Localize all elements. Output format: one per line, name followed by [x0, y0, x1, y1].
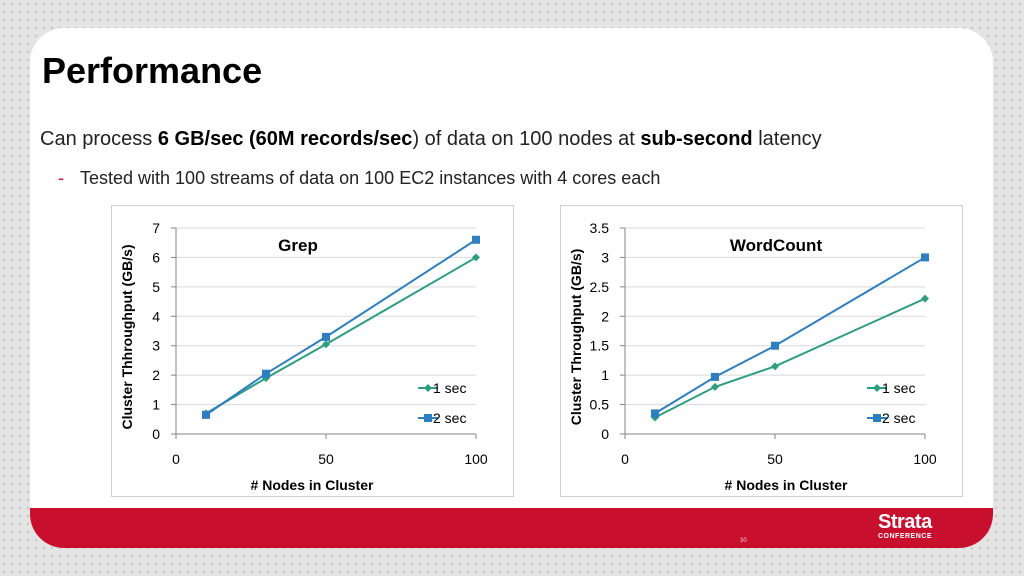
data-point-diamond: [322, 340, 330, 349]
legend-label: 2 sec: [433, 410, 466, 426]
bullet-text: Tested with 100 streams of data on 100 E…: [80, 168, 661, 188]
chart-title: WordCount: [730, 236, 823, 255]
logo-wordmark: Strata: [878, 511, 932, 533]
data-point-square: [202, 410, 210, 419]
series-line: [654, 256, 926, 415]
y-tick-label: 2: [152, 367, 160, 383]
x-tick-label: 100: [913, 451, 937, 467]
y-tick-label: 3.5: [590, 220, 610, 236]
y-tick-label: 7: [152, 220, 160, 236]
footer-band: [30, 508, 993, 548]
wordcount-chart: 0 0.5 1 1.5 2 2.5 3 3.5 0 50 100 WordCount # Nodes i…: [560, 205, 963, 497]
y-tick-label: 2.5: [590, 279, 610, 295]
series-line: [205, 238, 477, 416]
y-tick-label: 1.5: [590, 338, 610, 354]
legend-label: 2 sec: [882, 410, 915, 426]
slide-card: Performance Can process 6 GB/sec (60M re…: [30, 28, 993, 548]
data-point-diamond: [771, 362, 779, 371]
data-point-square: [711, 372, 719, 381]
legend-marker-square: [424, 414, 432, 422]
y-tick-label: 1: [601, 367, 609, 383]
x-tick-label: 50: [318, 451, 334, 467]
legend-marker-square: [873, 414, 881, 422]
series-line: [654, 297, 926, 419]
chart-svg: 0 0.5 1 1.5 2 2.5 3 3.5 0 50 100 WordCount # Nodes i…: [568, 220, 937, 493]
x-tick-label: 50: [767, 451, 783, 467]
data-point-square: [322, 332, 330, 341]
data-point-diamond: [472, 253, 480, 262]
slide-subtitle: Can process 6 GB/sec (60M records/sec) o…: [40, 128, 822, 151]
y-axis-label: Cluster Throughput (GB/s): [568, 249, 584, 426]
data-point-diamond: [921, 294, 929, 303]
bullet-item: - Tested with 100 streams of data on 100 …: [58, 168, 660, 189]
chart-title: Grep: [278, 236, 318, 255]
slide-title: Performance: [42, 50, 263, 91]
x-tick-label: 100: [464, 451, 488, 467]
x-tick-label: 0: [621, 451, 629, 467]
data-point-square: [472, 235, 480, 244]
x-tick-label: 0: [172, 451, 180, 467]
y-tick-label: 0: [152, 426, 160, 442]
chart-svg: 0 1 2 3 4 5 6 7 0 50 100 Grep # Nodes in Cluster Clus…: [119, 220, 488, 493]
subtitle-text-mid: ) of data on 100 nodes at: [412, 128, 641, 150]
y-tick-label: 6: [152, 249, 160, 265]
legend-marker-diamond: [424, 384, 432, 392]
y-tick-label: 3: [152, 338, 160, 354]
data-point-square: [771, 341, 779, 350]
x-axis-label: # Nodes in Cluster: [725, 477, 848, 493]
data-point-square: [262, 369, 270, 378]
subtitle-bold-latency: sub-second: [640, 128, 753, 150]
y-tick-label: 2: [601, 308, 609, 324]
page-number: 30: [740, 538, 747, 544]
legend-marker-diamond: [873, 384, 881, 392]
legend-label: 1 sec: [882, 380, 915, 396]
grep-chart: 0 1 2 3 4 5 6 7 0 50 100 Grep # Nodes in Cluster Clus…: [111, 205, 514, 497]
logo-subtitle: CONFERENCE: [878, 533, 933, 540]
legend-label: 1 sec: [433, 380, 466, 396]
y-tick-label: 3: [601, 249, 609, 265]
data-point-diamond: [711, 382, 719, 391]
y-axis-label: Cluster Thhroughput (GB/s): [119, 244, 135, 429]
y-tick-label: 4: [152, 308, 160, 324]
strata-logo: Strata CONFERENCE: [878, 512, 932, 540]
subtitle-text-pre: Can process: [40, 128, 158, 150]
y-tick-label: 5: [152, 279, 160, 295]
y-tick-label: 0: [601, 426, 609, 442]
bullet-marker: -: [58, 168, 64, 188]
subtitle-bold-throughput: 6 GB/sec (60M records/sec: [157, 128, 413, 150]
data-point-diamond: [262, 374, 270, 383]
data-point-square: [921, 253, 929, 262]
x-axis-label: # Nodes in Cluster: [251, 477, 374, 493]
data-point-square: [651, 409, 659, 418]
y-tick-label: 0.5: [590, 397, 610, 413]
subtitle-text-post: latency: [752, 128, 822, 150]
y-tick-label: 1: [152, 397, 160, 413]
series-line: [205, 256, 477, 415]
